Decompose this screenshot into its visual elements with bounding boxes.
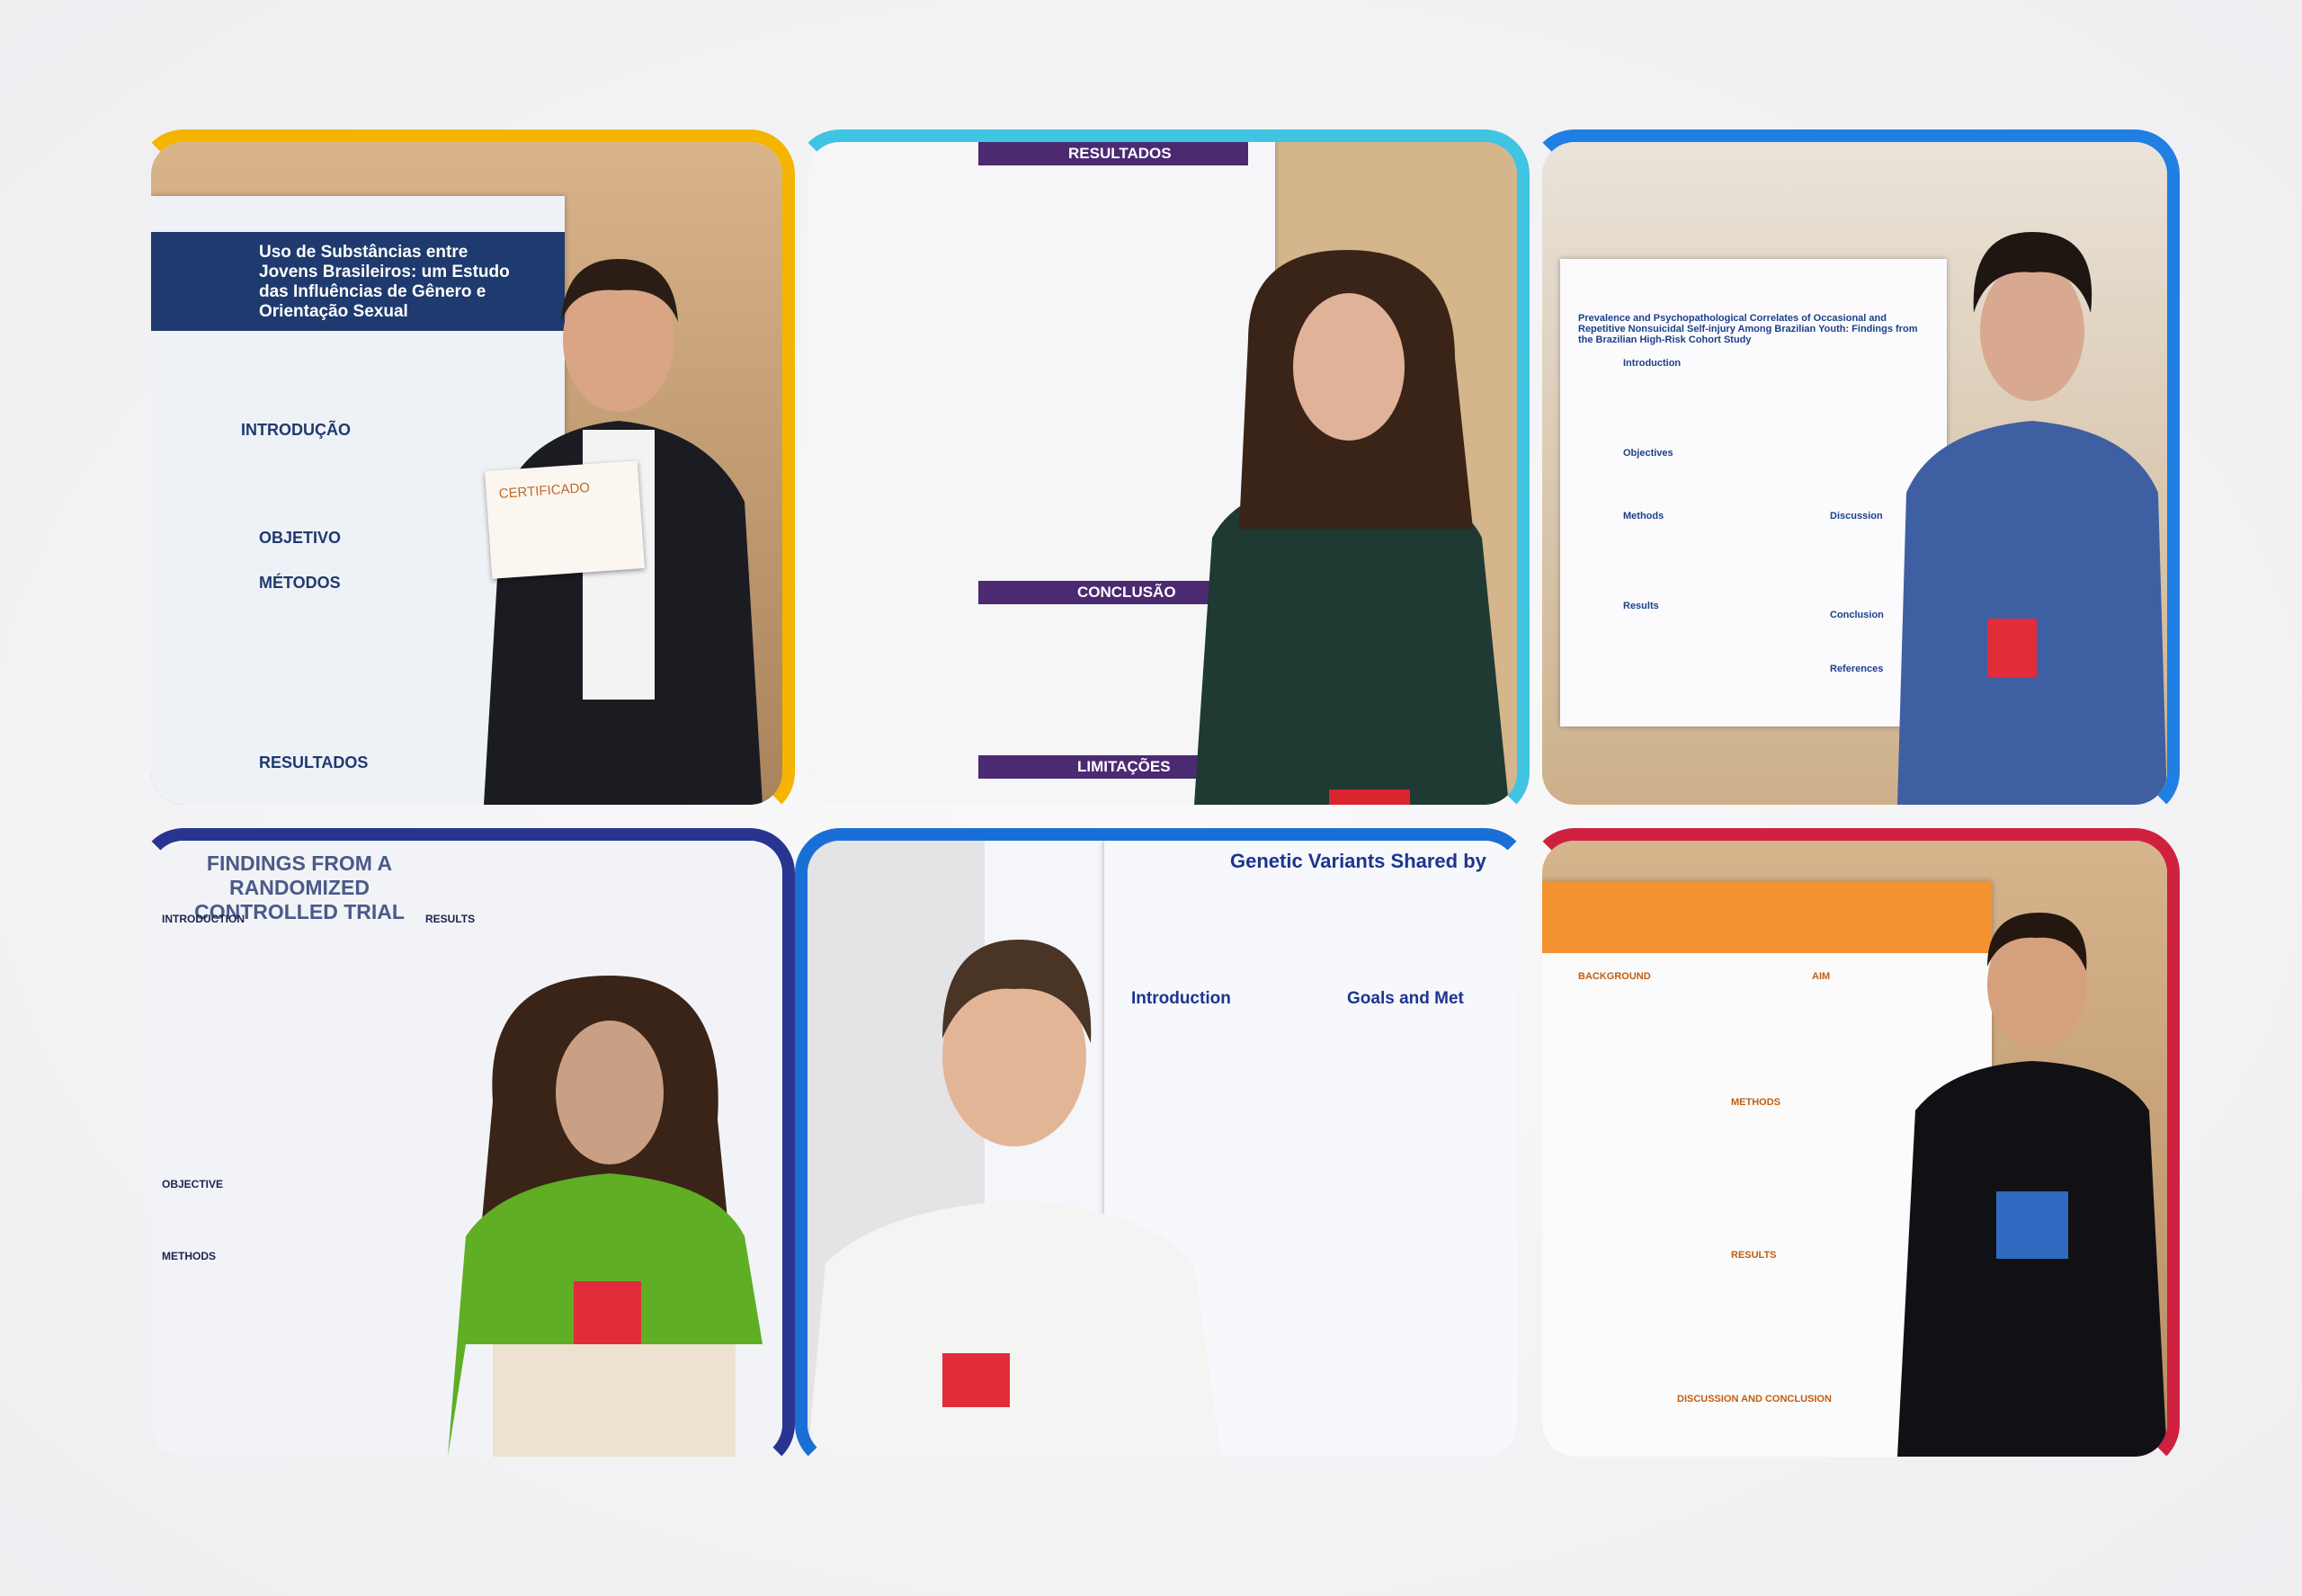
poster-heading: Conclusion (1830, 610, 1884, 620)
photo-tile: BACKGROUND AIM METHODS RESULTS DISCUSSIO… (1530, 828, 2180, 1469)
photo: Uso de Substâncias entre Jovens Brasilei… (151, 142, 782, 805)
person (1897, 913, 2167, 1457)
photo-tile: RESULTADOS CONCLUSÃO LIMITAÇÕES (795, 129, 1530, 817)
person (1194, 250, 1509, 805)
photo: Genetic Variants Shared by Introduction … (807, 841, 1517, 1457)
poster-heading: MÉTODOS (259, 574, 341, 592)
poster-heading: RESULTS (1731, 1250, 1777, 1261)
poster-heading: DISCUSSION AND CONCLUSION (1677, 1394, 1832, 1404)
poster-heading: Introduction (1623, 358, 1682, 369)
poster-heading: AIM (1812, 971, 1831, 982)
poster-heading: METHODS (1731, 1097, 1780, 1108)
poster-title: Prevalence and Psychopathological Correl… (1578, 313, 1918, 345)
tile-accent (795, 828, 1530, 1469)
photo-tile: Genetic Variants Shared by Introduction … (795, 828, 1530, 1469)
certificate: CERTIFICADO (485, 460, 645, 579)
photo-tile: Prevalence and Psychopathological Correl… (1530, 129, 2180, 817)
poster-title: Uso de Substâncias entre Jovens Brasilei… (259, 243, 510, 321)
poster-heading: Methods (1623, 511, 1664, 522)
certificate-title: CERTIFICADO (498, 479, 591, 503)
poster-heading: Introduction (1131, 989, 1231, 1008)
poster-title: Genetic Variants Shared by (1230, 850, 1486, 872)
poster-heading: LIMITAÇÕES (1077, 758, 1171, 775)
person (1897, 232, 2167, 805)
poster-heading: Objectives (1623, 448, 1673, 459)
photo: BACKGROUND AIM METHODS RESULTS DISCUSSIO… (1542, 841, 2167, 1457)
poster-title: FINDINGS FROM A RANDOMIZED CONTROLLED TR… (194, 851, 405, 923)
poster-heading: BACKGROUND (1578, 971, 1651, 982)
poster-heading: OBJETIVO (259, 529, 342, 547)
person (448, 976, 763, 1457)
photo-tile: Uso de Substâncias entre Jovens Brasilei… (138, 129, 795, 817)
tile-accent (1530, 828, 2180, 1469)
poster-heading: OBJECTIVE (162, 1178, 224, 1190)
poster-heading: Goals and Met (1347, 989, 1464, 1008)
poster-heading: CONCLUSÃO (1077, 584, 1176, 601)
poster-heading: INTRODUCTION (162, 913, 245, 925)
photo: Prevalence and Psychopathological Correl… (1542, 142, 2167, 805)
poster-heading: RESULTADOS (259, 753, 369, 771)
photo: RESULTADOS CONCLUSÃO LIMITAÇÕES (807, 142, 1517, 805)
tile-accent (795, 129, 1530, 817)
tile-accent (138, 828, 795, 1469)
poster: RESULTADOS CONCLUSÃO LIMITAÇÕES (807, 142, 1275, 805)
poster-heading: Results (1623, 601, 1659, 611)
person (807, 940, 1221, 1457)
tile-accent (138, 129, 795, 817)
poster-heading: Discussion (1830, 511, 1883, 522)
tile-accent (1530, 129, 2180, 817)
poster-heading: References (1830, 664, 1884, 674)
photo-tile: FINDINGS FROM A RANDOMIZED CONTROLLED TR… (138, 828, 795, 1469)
poster-heading: RESULTS (425, 913, 476, 925)
poster-heading: RESULTADOS (1068, 145, 1172, 162)
poster: Prevalence and Psychopathological Correl… (1560, 259, 1947, 727)
poster-heading: METHODS (162, 1250, 216, 1262)
photo: FINDINGS FROM A RANDOMIZED CONTROLLED TR… (151, 841, 782, 1457)
poster-heading: INTRODUÇÃO (241, 421, 351, 439)
